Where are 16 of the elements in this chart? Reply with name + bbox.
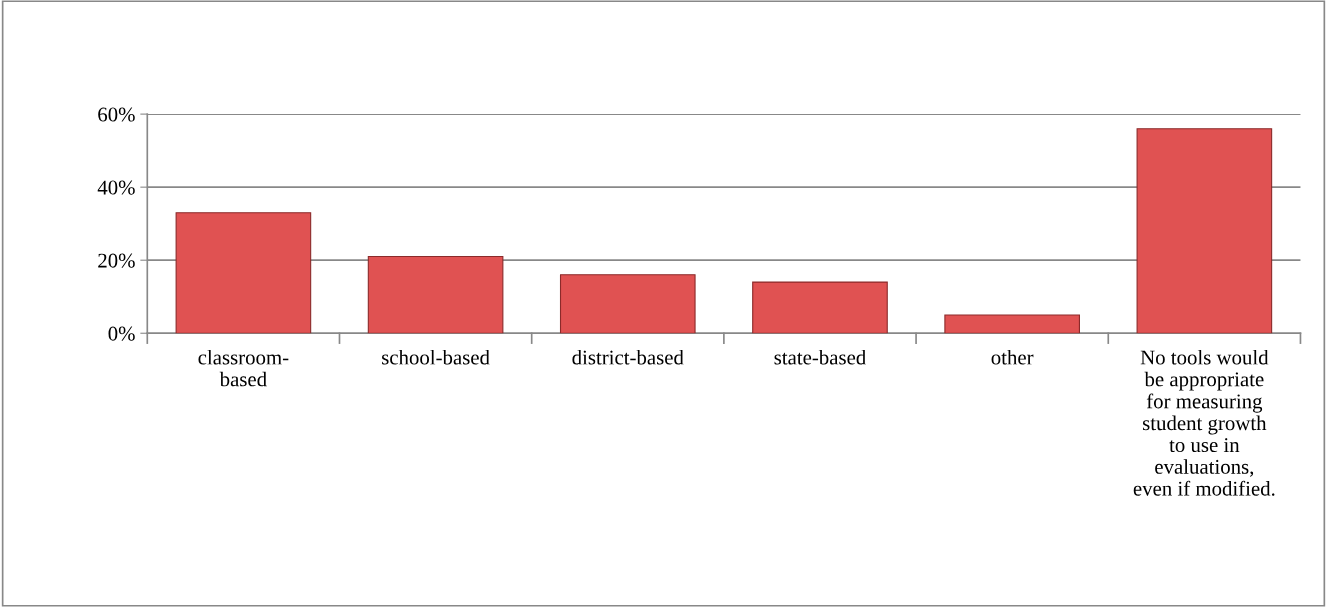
x-tick-label: No tools would be appropriate for measuring student growth to use in evaluations, even if modified. bbox=[1133, 349, 1275, 496]
bar bbox=[944, 314, 1080, 334]
bar bbox=[367, 255, 504, 334]
x-tick-label: state-based bbox=[774, 349, 866, 365]
y-tick-label: 20% bbox=[98, 253, 135, 268]
y-tick-label: 40% bbox=[97, 180, 135, 195]
y-tick-label: 60% bbox=[98, 107, 135, 122]
bar bbox=[752, 281, 888, 334]
x-tick-label: school-based bbox=[382, 349, 490, 365]
bar bbox=[175, 212, 312, 334]
x-tick-label: district-based bbox=[572, 349, 684, 365]
y-tick-label: 0% bbox=[108, 326, 135, 341]
x-tick-label: classroom- based bbox=[198, 349, 289, 387]
bar bbox=[559, 274, 696, 334]
bar bbox=[1136, 128, 1273, 334]
x-tick-label: other bbox=[991, 349, 1034, 365]
